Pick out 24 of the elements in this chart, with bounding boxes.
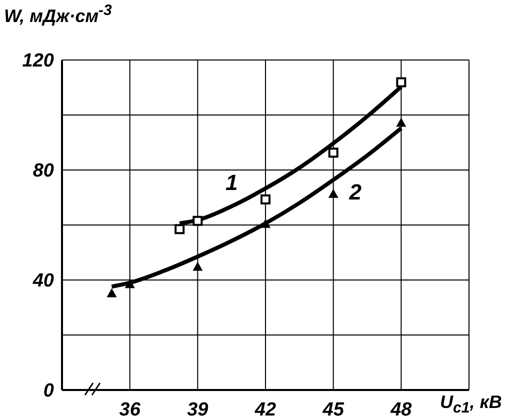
y-tick-label: 40 <box>32 270 54 292</box>
x-tick-label: 45 <box>322 399 344 419</box>
x-tick-label: 48 <box>390 399 412 419</box>
y-tick-label: 120 <box>22 50 54 72</box>
y-tick-label: 80 <box>32 160 54 182</box>
x-axis-title: U$_{с1}$, кВ <box>440 392 502 417</box>
y-tick-label: 0 <box>43 380 54 402</box>
point <box>124 279 135 288</box>
point <box>192 262 203 271</box>
point <box>260 218 270 228</box>
point <box>106 288 117 298</box>
point <box>260 194 270 204</box>
x-tick-label: 42 <box>254 399 276 419</box>
y-axis-title: W, мДж·см$^{-3}$ <box>4 2 112 27</box>
x-tick-label: 36 <box>119 399 141 419</box>
point <box>396 77 406 88</box>
point <box>328 148 338 158</box>
point <box>174 224 185 234</box>
point <box>192 216 203 226</box>
series-label: 1 <box>225 170 238 196</box>
point <box>328 188 338 198</box>
series-label: 2 <box>348 180 362 205</box>
x-tick-label: 39 <box>187 399 209 419</box>
point <box>396 118 406 127</box>
